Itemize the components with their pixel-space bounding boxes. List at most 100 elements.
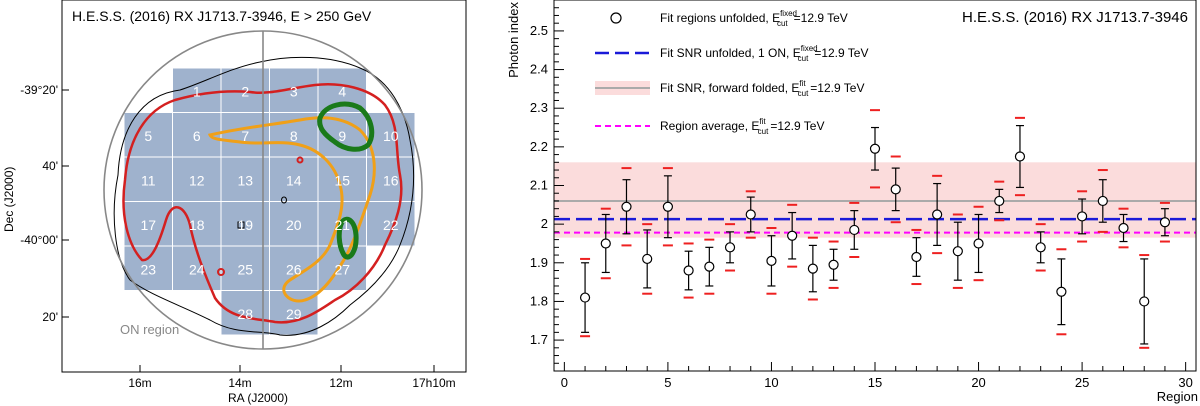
ra-axis-label: RA (J2000) — [228, 391, 288, 405]
data-point — [1035, 242, 1046, 253]
green-contour-south — [336, 216, 359, 260]
on-region-label: ON region — [120, 322, 179, 337]
x-ticks: 0 5 10 15 20 25 30 — [561, 362, 1193, 390]
data-point — [579, 292, 591, 303]
region-label: 28 — [237, 306, 253, 322]
region-label: 3 — [290, 83, 298, 99]
orange-contour — [207, 116, 376, 303]
ra-tick-label: 14m — [228, 376, 251, 390]
data-point — [911, 251, 922, 263]
y-tick-label: 2.1 — [530, 178, 548, 193]
ra-tick-label: 16m — [128, 376, 151, 390]
data-point — [600, 238, 611, 249]
data-point — [952, 246, 963, 257]
black-spot — [281, 196, 287, 204]
dec-tick-label: 20' — [42, 310, 58, 324]
x-tick-label: 20 — [971, 375, 985, 390]
legend-entry-regions: Fit regions unfolded, Efixed cut =12.9 TeV — [610, 9, 848, 28]
region-label: 23 — [140, 261, 156, 277]
data-points — [579, 109, 1171, 349]
ra-tick-label: 17h10m — [412, 376, 455, 390]
region-label: 5 — [144, 128, 152, 144]
data-point — [662, 201, 674, 212]
x-tick-label: 0 — [561, 375, 568, 390]
data-point — [1076, 211, 1088, 222]
region-label: 9 — [338, 128, 346, 144]
plot-title: H.E.S.S. (2016) RX J1713.7-3946 — [962, 9, 1188, 26]
data-point — [787, 230, 798, 241]
y-ticks: 1.7 1.8 1.9 2 2.1 2.2 2.3 2.4 2.5 — [530, 0, 564, 372]
region-label: 24 — [189, 261, 205, 277]
data-point — [807, 263, 818, 274]
legend-marker-circle — [610, 12, 622, 24]
region-cell — [220, 201, 270, 247]
data-point — [1056, 286, 1067, 297]
y-tick-label: 1.9 — [530, 255, 548, 270]
x-tick-label: 10 — [764, 375, 778, 390]
black-spot — [237, 221, 245, 229]
region-label: 26 — [286, 261, 302, 277]
region-label: 4 — [338, 83, 346, 99]
legend-label: Fit regions unfolded, Efixed cut =12.9 TeV — [660, 9, 848, 28]
region-label: 15 — [334, 172, 350, 188]
y-axis-label: Photon index — [506, 2, 521, 78]
region-label: 14 — [286, 172, 302, 188]
legend: Fit regions unfolded, Efixed cut =12.9 TeV… — [595, 9, 868, 136]
dec-tick-label: 40' — [42, 159, 58, 173]
region-label: 21 — [334, 217, 350, 233]
region-label: 25 — [237, 261, 253, 277]
region-label: 8 — [290, 128, 298, 144]
data-point — [1014, 151, 1026, 162]
legend-entry-snr-forward-folded: Fit SNR, forward folded, Efit cut =12.9 Te… — [595, 79, 864, 98]
region-label: 6 — [193, 128, 201, 144]
y-tick-label: 2.5 — [530, 23, 548, 38]
ra-ticks: 16m 14m 12m 17h10m — [128, 365, 456, 390]
data-point — [1118, 222, 1129, 234]
data-point — [724, 242, 736, 253]
red-contour — [122, 83, 403, 324]
reference-lines — [554, 199, 1196, 234]
region-label: 19 — [237, 217, 253, 233]
legend-label: Region average, Efit cut =12.9 TeV — [660, 117, 824, 136]
green-contour-north — [317, 101, 375, 152]
legend-label: Fit SNR, forward folded, Efit cut =12.9 Te… — [660, 79, 864, 98]
data-point — [932, 209, 943, 220]
y-tick-label: 2.2 — [530, 139, 548, 154]
data-point — [745, 209, 756, 220]
region-label: 11 — [141, 172, 156, 188]
contours — [113, 56, 415, 336]
data-point — [973, 238, 984, 249]
data-point — [704, 261, 715, 272]
x-tick-label: 15 — [868, 375, 882, 390]
region-label: 2 — [241, 83, 249, 99]
data-point — [849, 224, 860, 236]
region-cell — [269, 201, 319, 247]
region-label: 16 — [383, 172, 399, 188]
y-tick-label: 1.7 — [530, 332, 548, 347]
red-spot — [217, 268, 225, 276]
y-tick-label: 2 — [541, 216, 548, 231]
region-label: 7 — [241, 128, 249, 144]
data-point — [869, 143, 881, 154]
data-point — [642, 253, 653, 265]
data-point — [766, 255, 777, 266]
x-axis-label: Region — [1157, 389, 1198, 404]
x-tick-label: 25 — [1075, 375, 1089, 390]
data-point — [1159, 217, 1171, 228]
legend-entry-snr-unfolded: Fit SNR unfolded, 1 ON, Efixed cut =12.9 T… — [595, 44, 868, 63]
region-label: 12 — [189, 172, 205, 188]
x-tick-label: 30 — [1178, 375, 1192, 390]
legend-label: Fit SNR unfolded, 1 ON, Efixed cut =12.9 T… — [660, 44, 868, 63]
x-tick-label: 5 — [664, 375, 671, 390]
region-label: 18 — [189, 217, 205, 233]
dec-axis-label: Dec (J2000) — [2, 167, 16, 232]
dec-tick-label: -39°20' — [20, 83, 58, 97]
y-tick-label: 2.3 — [530, 100, 548, 115]
dec-tick-label: -40°00' — [20, 233, 58, 247]
data-point — [994, 195, 1005, 207]
data-point — [828, 259, 839, 270]
region-label: 17 — [140, 217, 156, 233]
y-tick-label: 1.8 — [530, 293, 548, 308]
